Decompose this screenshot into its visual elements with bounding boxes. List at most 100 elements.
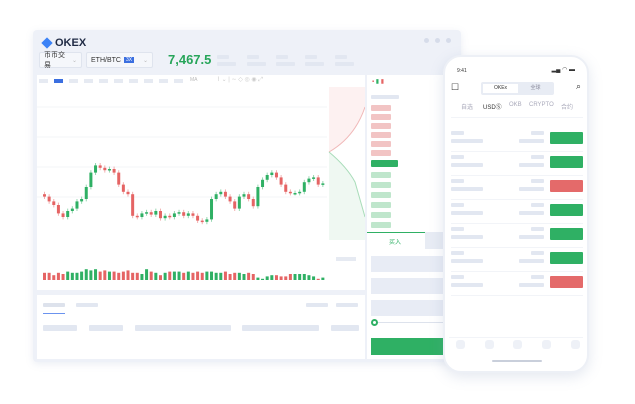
candle: [302, 182, 306, 192]
volume-bar: [131, 272, 135, 280]
tab-favorites[interactable]: 自选: [461, 105, 474, 111]
change-badge-down[interactable]: [550, 180, 583, 192]
buy-button[interactable]: [371, 338, 457, 355]
amount-slider[interactable]: [376, 322, 456, 323]
change-badge-up[interactable]: [550, 132, 583, 144]
change-badge-down[interactable]: [550, 276, 583, 288]
volume-bar: [228, 274, 232, 280]
volume-bar: [186, 271, 190, 280]
ask-row[interactable]: [371, 123, 391, 129]
candle: [158, 211, 162, 219]
price-input[interactable]: [371, 256, 457, 272]
bid-row[interactable]: [371, 192, 391, 198]
nav-tab[interactable]: [485, 340, 494, 349]
candle: [56, 205, 60, 214]
active-tab-underline: [43, 313, 65, 314]
candle: [242, 194, 246, 197]
amount-input[interactable]: [371, 278, 457, 294]
change-badge-up[interactable]: [550, 156, 583, 168]
change-badge-up[interactable]: [550, 252, 583, 264]
draw-tools-icons[interactable]: ⌇ ⌄ | ∼ ◇ ◎ ◉ ⤢: [217, 77, 264, 83]
market-row[interactable]: [451, 224, 583, 248]
candle: [66, 211, 70, 217]
ask-row[interactable]: [371, 114, 391, 120]
slider-handle[interactable]: [371, 319, 378, 326]
indicator-select[interactable]: MA: [190, 77, 198, 83]
tab-buy[interactable]: 买入: [389, 240, 402, 246]
change-badge-up[interactable]: [550, 204, 583, 216]
tab-okb[interactable]: OKB: [509, 102, 522, 108]
market-row[interactable]: [451, 152, 583, 176]
tab-usds[interactable]: USDⓈ: [483, 105, 502, 111]
candle: [298, 191, 302, 194]
segment-okex[interactable]: OKEx: [483, 84, 518, 93]
volume-bar: [94, 269, 98, 280]
candle: [205, 219, 209, 222]
candle: [89, 172, 93, 187]
search-icon[interactable]: ⌕: [575, 81, 581, 91]
candle: [80, 199, 84, 202]
tab-crypto[interactable]: CRYPTO: [529, 102, 554, 108]
window-controls[interactable]: [424, 38, 451, 43]
candle: [163, 215, 167, 219]
candle: [126, 191, 130, 195]
ask-row[interactable]: [371, 141, 391, 147]
ask-row[interactable]: [371, 150, 391, 156]
candle: [107, 169, 111, 171]
candlestick-chart[interactable]: [37, 87, 365, 290]
volume-bar: [288, 274, 292, 280]
pair-select[interactable]: ETH/BTC 3X ⌄: [86, 52, 153, 68]
volume-bar: [265, 276, 269, 280]
volume-bar: [242, 274, 246, 280]
volume-bar: [103, 270, 107, 280]
volume-bar: [279, 276, 283, 280]
market-row[interactable]: [451, 272, 583, 296]
nav-tab[interactable]: [456, 340, 465, 349]
market-row[interactable]: [451, 248, 583, 272]
market-row[interactable]: [451, 176, 583, 200]
bid-row[interactable]: [371, 182, 391, 188]
market-row[interactable]: [451, 128, 583, 152]
volume-label: [336, 257, 356, 261]
ask-row[interactable]: [371, 105, 391, 111]
segment-global[interactable]: 全球: [530, 85, 541, 91]
candle: [94, 165, 98, 173]
logo-diamond-icon: [41, 37, 53, 49]
bid-row[interactable]: [371, 202, 391, 208]
total-input[interactable]: [371, 300, 457, 316]
tab-futures[interactable]: 合约: [561, 105, 574, 111]
volume-bar: [140, 274, 144, 280]
bid-row[interactable]: [371, 222, 391, 228]
tab-history[interactable]: [76, 303, 98, 307]
volume-bar: [214, 272, 218, 280]
bid-row[interactable]: [371, 172, 391, 178]
ask-row[interactable]: [371, 132, 391, 138]
candle: [121, 184, 125, 192]
candle: [321, 183, 325, 185]
market-row[interactable]: [451, 200, 583, 224]
volume-bar: [163, 272, 167, 280]
volume-bar: [274, 275, 278, 280]
candle: [168, 215, 172, 218]
volume-bar: [121, 271, 125, 280]
candle: [84, 187, 88, 199]
bid-row[interactable]: [371, 212, 391, 218]
orderbook-view-icons[interactable]: ▪ ▮ ▮: [372, 79, 385, 85]
leverage-badge: 3X: [123, 57, 135, 63]
market-select[interactable]: 币币交易 ⌄: [39, 52, 82, 69]
exchange-segment[interactable]: OKEx 全球: [481, 82, 554, 95]
volume-bar: [237, 272, 241, 280]
volume-bar: [261, 278, 265, 280]
nav-tab[interactable]: [542, 340, 551, 349]
change-badge-up[interactable]: [550, 228, 583, 240]
candle: [61, 213, 65, 217]
nav-tab[interactable]: [513, 340, 522, 349]
nav-tab[interactable]: [571, 340, 580, 349]
candle: [228, 196, 232, 202]
candle: [256, 187, 260, 207]
candle: [154, 211, 158, 215]
tab-open-orders[interactable]: [43, 303, 65, 307]
edit-icon[interactable]: ☐: [451, 82, 460, 92]
home-indicator[interactable]: [492, 360, 542, 362]
candle: [103, 167, 107, 171]
